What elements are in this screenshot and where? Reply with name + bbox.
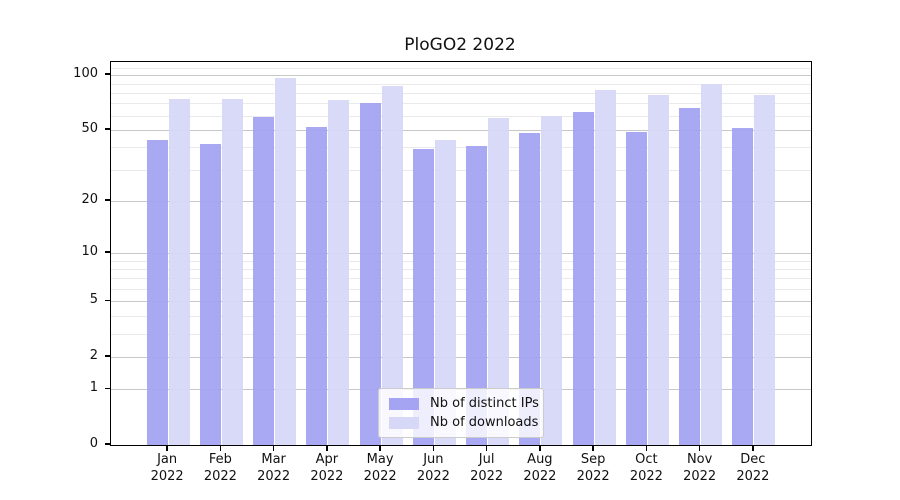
bar-distinct-ips-sep: [572, 111, 594, 445]
y-minor-gridline: [111, 103, 811, 105]
x-tick-mark: [485, 445, 488, 451]
y-major-gridline: [111, 356, 811, 358]
x-tick-label: Dec 2022: [736, 452, 770, 484]
bar-downloads-may: [381, 86, 403, 445]
y-minor-gridline: [111, 83, 811, 85]
x-tick-label: Oct 2022: [629, 452, 663, 484]
bar-distinct-ips-may: [359, 103, 381, 445]
y-minor-gridline: [111, 115, 811, 117]
y-major-gridline: [111, 201, 811, 203]
x-tick-mark: [752, 445, 754, 451]
bar-downloads-feb: [221, 99, 243, 445]
y-major-gridline: [111, 301, 811, 303]
x-tick-mark: [645, 445, 648, 451]
x-tick-label: Jan 2022: [150, 452, 184, 484]
chart-title: PloGO2 2022: [404, 35, 516, 55]
x-tick-label: Apr 2022: [310, 452, 344, 484]
bar-downloads-dec: [754, 94, 776, 445]
bar-distinct-ips-jun: [412, 149, 434, 445]
bar-distinct-ips-jan: [146, 139, 168, 445]
bar-downloads-mar: [275, 78, 297, 445]
legend: Nb of distinct IPs Nb of downloads: [378, 388, 544, 438]
y-tick-label: 1: [89, 380, 98, 396]
y-major-gridline: [111, 75, 811, 77]
x-tick-mark: [432, 445, 435, 451]
x-tick-mark: [166, 445, 168, 451]
y-tick-mark: [105, 443, 110, 445]
y-major-gridline: [111, 252, 811, 254]
bar-downloads-nov: [701, 84, 723, 445]
bar-downloads-apr: [328, 100, 350, 445]
x-tick-label: Nov 2022: [683, 452, 717, 484]
y-tick-mark: [105, 387, 110, 390]
y-minor-gridline: [111, 333, 811, 335]
bar-distinct-ips-dec: [732, 128, 754, 445]
bar-distinct-ips-oct: [625, 131, 647, 445]
x-tick-mark: [272, 445, 275, 451]
x-tick-label: May 2022: [363, 452, 397, 484]
y-minor-gridline: [111, 169, 811, 171]
bar-downloads-sep: [594, 89, 616, 445]
x-tick-mark: [326, 445, 328, 451]
y-tick-mark: [105, 199, 110, 201]
x-tick-mark: [698, 445, 701, 451]
y-major-gridline: [111, 129, 811, 131]
x-tick-label: Aug 2022: [523, 452, 557, 484]
plot-area: [110, 61, 812, 446]
legend-swatch-distinct-ips: [389, 397, 419, 410]
y-minor-gridline: [111, 147, 811, 149]
x-tick-label: Jul 2022: [470, 452, 504, 484]
y-tick-mark: [105, 299, 110, 302]
x-tick-label: Feb 2022: [203, 452, 237, 484]
bar-distinct-ips-jul: [466, 145, 488, 445]
y-tick-label: 50: [81, 120, 98, 136]
legend-item-downloads: Nb of downloads: [389, 413, 538, 432]
y-tick-label: 2: [89, 347, 98, 363]
y-minor-gridline: [111, 92, 811, 94]
x-tick-label: Mar 2022: [257, 452, 291, 484]
bar-distinct-ips-apr: [306, 126, 328, 445]
x-tick-label: Sep 2022: [576, 452, 610, 484]
legend-swatch-downloads: [389, 416, 419, 429]
bar-distinct-ips-nov: [679, 108, 701, 445]
y-minor-gridline: [111, 278, 811, 280]
y-tick-mark: [105, 73, 110, 75]
x-tick-mark: [539, 445, 541, 451]
y-minor-gridline: [111, 67, 811, 69]
bar-distinct-ips-aug: [519, 133, 541, 445]
y-tick-label: 5: [89, 292, 98, 308]
bar-downloads-oct: [647, 94, 669, 445]
y-tick-label: 100: [73, 66, 98, 82]
y-tick-mark: [105, 355, 110, 357]
legend-item-distinct-ips: Nb of distinct IPs: [389, 394, 539, 413]
bar-distinct-ips-mar: [253, 116, 275, 445]
y-tick-label: 20: [81, 192, 98, 208]
y-tick-label: 0: [89, 436, 98, 451]
legend-label-downloads: Nb of downloads: [430, 415, 539, 430]
y-minor-gridline: [111, 316, 811, 318]
y-minor-gridline: [111, 268, 811, 270]
bar-downloads-aug: [541, 115, 563, 445]
y-tick-mark: [105, 128, 110, 130]
x-tick-label: Jun 2022: [416, 452, 450, 484]
bar-distinct-ips-feb: [199, 143, 221, 445]
bar-downloads-jul: [488, 118, 510, 445]
y-minor-gridline: [111, 260, 811, 262]
y-tick-mark: [105, 251, 110, 253]
bar-downloads-jun: [434, 139, 456, 445]
legend-label-distinct-ips: Nb of distinct IPs: [430, 396, 539, 411]
y-minor-gridline: [111, 289, 811, 291]
y-tick-label: 10: [81, 243, 98, 259]
x-tick-mark: [379, 445, 381, 451]
x-tick-mark: [219, 445, 222, 451]
x-tick-mark: [592, 445, 594, 451]
bar-downloads-jan: [168, 99, 190, 445]
